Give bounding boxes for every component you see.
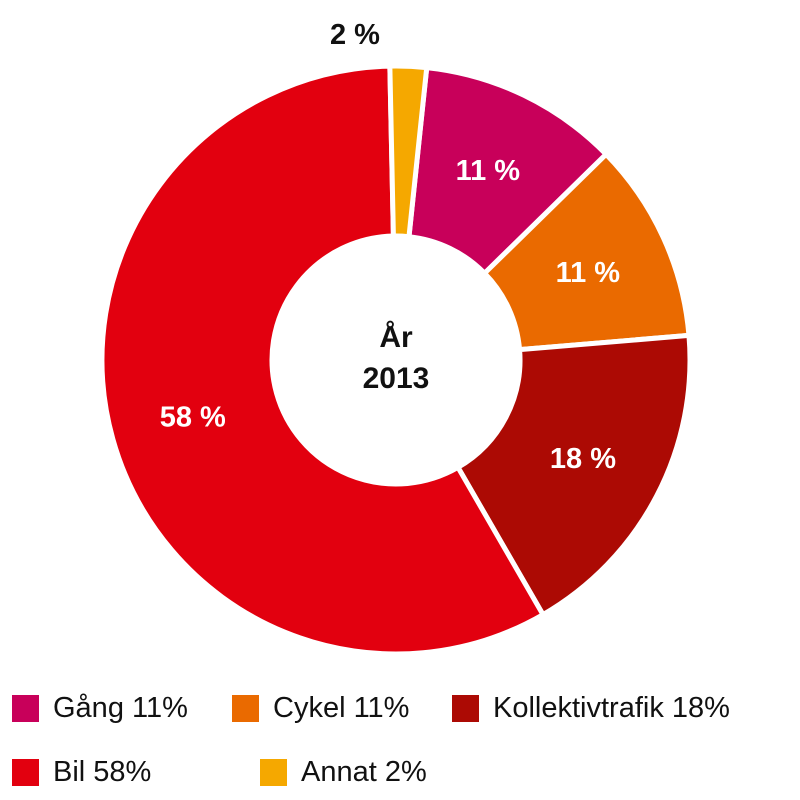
- donut-chart: 11 % 11 % 18 % 58 % 2 % År 2013: [99, 19, 693, 657]
- center-label-line-2: 2013: [363, 362, 430, 395]
- legend-swatch-annat: [260, 759, 287, 786]
- legend-swatch-kollektivtrafik: [452, 695, 479, 722]
- data-label-gang: 11 %: [456, 155, 521, 187]
- legend-item-gang: Gång 11%: [12, 692, 188, 725]
- legend-swatch-gang: [12, 695, 39, 722]
- legend-label-annat: Annat 2%: [301, 756, 427, 788]
- data-label-kollektivtrafik: 18 %: [550, 443, 616, 475]
- data-label-annat: 2 %: [330, 19, 380, 51]
- legend-swatch-cykel: [232, 695, 259, 722]
- slice-cykel: [482, 151, 692, 353]
- legend-item-cykel: Cykel 11%: [232, 692, 409, 725]
- center-label-line-1: År: [379, 321, 413, 354]
- legend-label-cykel: Cykel 11%: [273, 692, 410, 724]
- legend-swatch-bil: [12, 759, 39, 786]
- legend-item-annat: Annat 2%: [260, 756, 427, 789]
- slice-annat: [387, 63, 430, 240]
- data-label-bil: 58 %: [160, 402, 226, 434]
- legend-label-kollektivtrafik: Kollektivtrafik 18%: [493, 692, 730, 724]
- legend-label-bil: Bil 58%: [53, 756, 152, 788]
- legend-item-kollektivtrafik: Kollektivtrafik 18%: [452, 692, 730, 725]
- slice-bil: [99, 63, 546, 657]
- slice-kollektivtrafik: [455, 332, 693, 618]
- legend-item-bil: Bil 58%: [12, 756, 151, 789]
- slice-gang: [406, 65, 609, 276]
- data-label-cykel: 11 %: [556, 257, 621, 289]
- chart-legend: Gång 11% Cykel 11% Kollektivtrafik 18% B…: [0, 660, 800, 800]
- legend-label-gang: Gång 11%: [53, 692, 188, 724]
